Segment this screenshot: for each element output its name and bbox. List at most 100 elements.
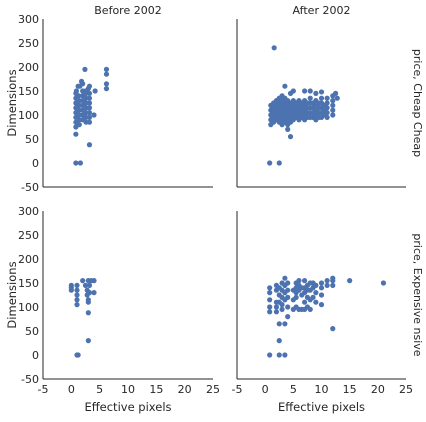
y-tick-label: 150	[18, 85, 39, 98]
data-point	[87, 115, 92, 120]
data-point	[313, 283, 318, 288]
data-point	[325, 100, 330, 105]
y-tick-label: 300	[18, 205, 39, 218]
data-point	[325, 105, 330, 110]
data-point	[277, 338, 282, 343]
data-point	[330, 112, 335, 117]
data-point	[308, 307, 313, 312]
data-point	[267, 352, 272, 357]
x-tick-label: 15	[343, 383, 357, 396]
data-point	[87, 120, 92, 125]
data-point	[87, 283, 92, 288]
data-point	[325, 110, 330, 115]
data-point	[87, 100, 92, 105]
y-tick-label: 50	[25, 325, 39, 338]
data-point	[69, 288, 74, 293]
data-point	[330, 278, 335, 283]
data-point	[93, 88, 98, 93]
data-point	[381, 280, 386, 285]
data-point	[347, 278, 352, 283]
x-tick-label: -5	[232, 383, 243, 396]
data-point	[274, 304, 279, 309]
data-point	[104, 86, 109, 91]
y-tick-label: 0	[32, 157, 39, 170]
data-point	[285, 295, 290, 300]
data-point	[310, 295, 315, 300]
data-point	[330, 98, 335, 103]
data-point	[325, 278, 330, 283]
data-point	[330, 103, 335, 108]
data-point	[302, 88, 307, 93]
data-point	[319, 285, 324, 290]
x-axis-label: Effective pixels	[278, 400, 365, 414]
data-point	[319, 89, 324, 94]
data-point	[104, 72, 109, 77]
data-point	[87, 105, 92, 110]
y-tick-label: 100	[18, 301, 39, 314]
data-point	[285, 314, 290, 319]
data-point	[325, 96, 330, 101]
data-point	[87, 290, 92, 295]
y-axis-label: Dimensions	[5, 261, 19, 328]
y-tick-label: 200	[18, 253, 39, 266]
data-point	[285, 127, 290, 132]
x-tick-label: 25	[399, 383, 413, 396]
data-point	[87, 91, 92, 96]
data-point	[91, 112, 96, 117]
x-tick-label: 20	[371, 383, 385, 396]
x-tick-label: 20	[178, 383, 192, 396]
y-axis-label: Dimensions	[5, 69, 19, 136]
data-point	[80, 278, 85, 283]
data-point	[74, 288, 79, 293]
data-point	[73, 160, 78, 165]
data-point	[267, 297, 272, 302]
column-title: After 2002	[293, 4, 351, 17]
data-point	[272, 45, 277, 50]
data-point	[86, 310, 91, 315]
y-tick-label: 100	[18, 109, 39, 122]
data-point	[267, 290, 272, 295]
data-point	[313, 300, 318, 305]
row-title: price, Expensive nsive	[411, 233, 424, 356]
x-tick-label: 15	[149, 383, 163, 396]
data-point	[330, 108, 335, 113]
data-point	[325, 283, 330, 288]
y-tick-label: 200	[18, 61, 39, 74]
data-point	[78, 160, 83, 165]
data-point	[274, 309, 279, 314]
x-tick-label: 5	[96, 383, 103, 396]
data-point	[267, 285, 272, 290]
x-tick-label: -5	[38, 383, 49, 396]
data-point	[319, 292, 324, 297]
data-point	[267, 309, 272, 314]
data-point	[86, 338, 91, 343]
y-tick-label: -50	[21, 373, 39, 386]
data-point	[319, 96, 324, 101]
data-point	[282, 276, 287, 281]
data-point	[291, 88, 296, 93]
data-point	[104, 67, 109, 72]
data-point	[277, 352, 282, 357]
x-tick-label: 5	[290, 383, 297, 396]
data-point	[282, 352, 287, 357]
data-point	[285, 280, 290, 285]
data-point	[74, 283, 79, 288]
x-axis-label: Effective pixels	[84, 400, 171, 414]
data-point	[279, 302, 284, 307]
data-point	[76, 84, 81, 89]
data-point	[294, 295, 299, 300]
data-point	[308, 96, 313, 101]
y-tick-label: 250	[18, 229, 39, 242]
data-point	[285, 304, 290, 309]
data-point	[277, 321, 282, 326]
data-point	[74, 297, 79, 302]
data-point	[302, 300, 307, 305]
y-tick-label: 50	[25, 133, 39, 146]
data-point	[335, 96, 340, 101]
data-point	[313, 91, 318, 96]
data-point	[86, 300, 91, 305]
data-point	[82, 67, 87, 72]
data-point	[87, 142, 92, 147]
